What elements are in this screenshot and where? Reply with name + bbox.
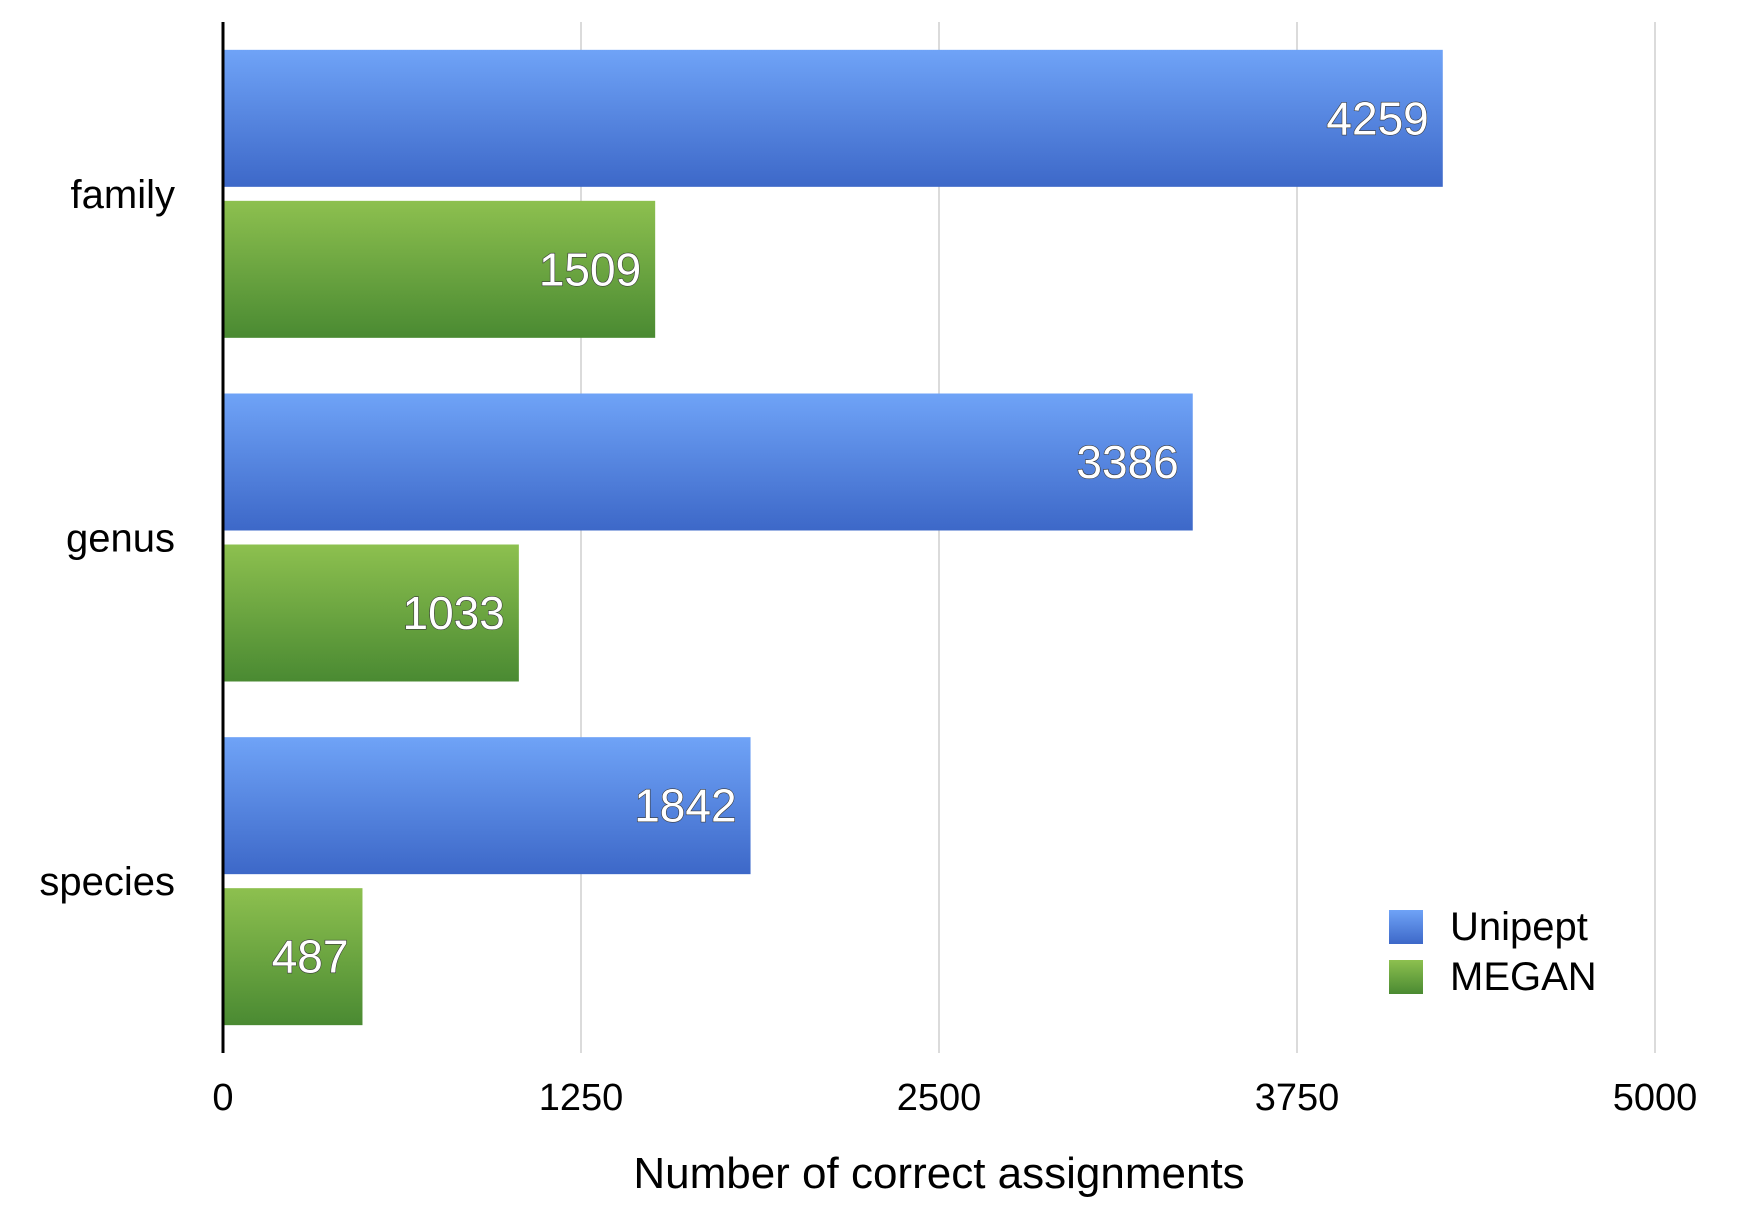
- bar-species-megan: [223, 888, 363, 1026]
- legend: Unipept MEGAN: [1389, 905, 1597, 999]
- bars: 4259 1509 3386 1033 1842 487: [223, 49, 1443, 1026]
- gridlines: [580, 22, 1656, 1053]
- data-label: 1033: [403, 587, 505, 639]
- y-category-label: species: [39, 860, 175, 904]
- bar-genus-megan: [223, 544, 519, 682]
- data-label: 487: [272, 931, 349, 983]
- x-axis-ticks: 0 1250 2500 3750 5000: [212, 1077, 1697, 1119]
- bar-species-unipept: [223, 737, 751, 875]
- x-tick-label: 1250: [539, 1077, 624, 1119]
- x-tick-label: 2500: [897, 1077, 982, 1119]
- bar-family-unipept: [223, 49, 1443, 187]
- legend-swatch-unipept: [1389, 910, 1423, 944]
- data-label: 4259: [1326, 92, 1428, 144]
- y-category-label: genus: [66, 517, 175, 561]
- legend-swatch-megan: [1389, 960, 1423, 994]
- x-tick-label: 3750: [1255, 1077, 1340, 1119]
- legend-label: Unipept: [1450, 905, 1588, 949]
- data-label: 1842: [634, 780, 736, 832]
- y-category-label: family: [71, 173, 175, 217]
- bar-genus-unipept: [223, 393, 1193, 531]
- data-label: 1509: [539, 243, 641, 295]
- data-label: 3386: [1076, 436, 1178, 488]
- legend-label: MEGAN: [1450, 955, 1597, 999]
- x-axis-title: Number of correct assignments: [633, 1149, 1244, 1198]
- bar-family-megan: [223, 200, 656, 338]
- x-tick-label: 5000: [1613, 1077, 1698, 1119]
- y-axis-categories: family genus species: [39, 173, 175, 904]
- x-tick-label: 0: [212, 1077, 233, 1119]
